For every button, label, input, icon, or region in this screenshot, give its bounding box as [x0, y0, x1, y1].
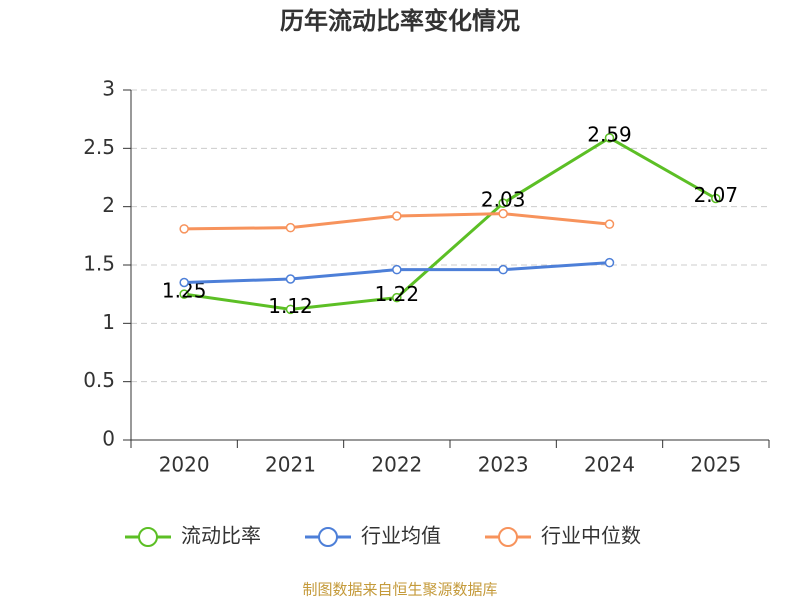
data-label: 2.07 [694, 183, 739, 207]
x-tick-label: 2025 [690, 453, 741, 477]
x-tick-label: 2022 [371, 453, 422, 477]
data-point [604, 257, 615, 268]
y-tick-label: 1.5 [83, 252, 115, 276]
data-point [498, 208, 508, 219]
data-point [179, 277, 189, 288]
x-tick-label: 2020 [159, 453, 210, 477]
legend-label: 流动比率 [181, 524, 261, 548]
source-note: 制图数据来自恒生聚源数据库 [302, 581, 497, 599]
x-tick-label: 2023 [478, 453, 529, 477]
y-tick-label: 3 [102, 77, 115, 101]
y-tick-label: 1 [102, 310, 115, 334]
y-tick-label: 0 [102, 427, 115, 451]
data-point [711, 193, 721, 204]
series-line [183, 136, 717, 311]
y-tick-label: 2.5 [83, 135, 115, 159]
data-label: 2.59 [587, 122, 632, 146]
chart-title: 历年流动比率变化情况 [280, 7, 520, 35]
data-point [392, 264, 402, 275]
data-point [604, 133, 615, 143]
data-point [498, 264, 508, 275]
x-tick-label: 2021 [265, 453, 316, 477]
data-point [392, 211, 402, 221]
legend-marker [498, 527, 518, 547]
data-label: 2.03 [481, 188, 526, 212]
y-tick-label: 0.5 [83, 368, 115, 392]
data-point [179, 289, 189, 299]
legend-label: 行业均值 [361, 524, 441, 548]
data-point [285, 222, 296, 233]
legend-marker [138, 527, 158, 547]
data-point [179, 224, 189, 234]
data-label: 1.22 [375, 282, 420, 306]
data-point [604, 219, 615, 229]
data-point [285, 274, 296, 284]
data-label: 1.12 [268, 294, 313, 318]
x-tick-label: 2024 [584, 453, 635, 477]
data-point [498, 198, 508, 208]
legend-marker [318, 527, 338, 547]
y-tick-label: 2 [102, 193, 115, 217]
legend-label: 行业中位数 [541, 524, 641, 548]
data-point [285, 304, 296, 315]
data-point [392, 292, 402, 303]
